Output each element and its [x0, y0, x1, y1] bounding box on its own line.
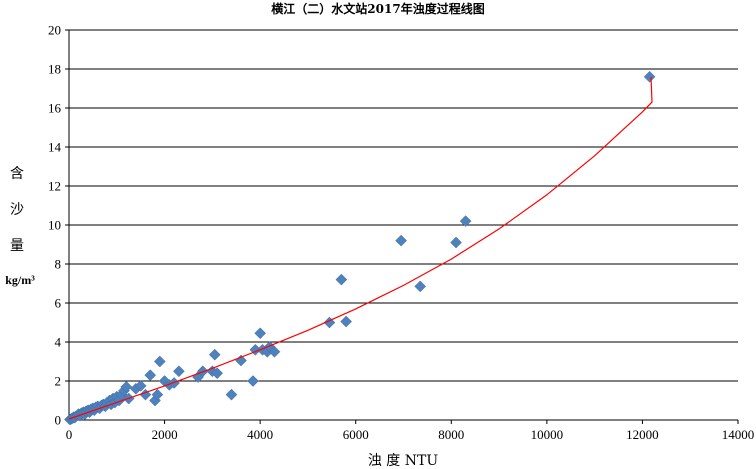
y-tick-label: 16 — [48, 101, 62, 116]
y-tick-label: 0 — [55, 413, 62, 428]
y-tick-label: 18 — [48, 62, 61, 77]
axes — [68, 30, 738, 421]
data-point — [643, 70, 656, 83]
x-tick-label: 2000 — [152, 427, 178, 442]
y-axis-label-char-3: 量 — [10, 238, 24, 254]
data-point — [268, 345, 281, 358]
y-tick-label: 8 — [55, 257, 62, 272]
y-tick-label: 20 — [48, 23, 61, 38]
x-tick-label: 12000 — [626, 427, 659, 442]
data-point — [211, 367, 223, 380]
data-point — [151, 388, 164, 401]
data-point — [335, 273, 348, 286]
data-points — [64, 70, 656, 426]
data-point — [144, 369, 157, 382]
y-tick-label: 10 — [48, 218, 61, 233]
data-point — [247, 375, 259, 387]
data-point — [225, 388, 238, 401]
data-point — [414, 280, 427, 293]
data-point — [395, 234, 407, 247]
data-point — [459, 215, 472, 227]
chart-title: 横江（二）水文站2017年浊度过程线图 — [271, 1, 484, 16]
data-point — [340, 315, 353, 328]
data-point — [208, 348, 221, 361]
y-axis-label-char-2: 沙 — [10, 202, 24, 218]
y-axis-unit: kg/m³ — [5, 273, 35, 287]
grid — [65, 29, 739, 424]
x-tick-label: 4000 — [247, 427, 273, 442]
x-tick-label: 14000 — [722, 427, 755, 442]
data-point — [134, 380, 147, 392]
data-point — [153, 355, 166, 368]
x-tick-label: 6000 — [343, 427, 369, 442]
data-point — [254, 327, 266, 340]
y-tick-labels: 0 2 4 6 8 10 12 14 16 18 20 — [48, 23, 62, 428]
y-tick-label: 14 — [48, 140, 62, 155]
y-tick-label: 4 — [55, 335, 62, 350]
y-tick-label: 6 — [55, 296, 62, 311]
x-tick-label: 10000 — [531, 427, 564, 442]
data-point — [173, 365, 185, 378]
y-tick-label: 12 — [48, 179, 61, 194]
data-point — [450, 236, 462, 249]
x-axis-label: 浊 度 NTU — [368, 453, 438, 469]
y-tick-label: 2 — [55, 374, 62, 389]
x-tick-label: 0 — [66, 427, 73, 442]
x-tick-labels: 0 2000 4000 6000 8000 10000 12000 14000 — [66, 427, 755, 442]
y-axis-label-char-1: 含 — [10, 166, 24, 182]
x-tick-label: 8000 — [438, 427, 464, 442]
data-point — [120, 380, 133, 393]
trend-line — [68, 76, 653, 420]
